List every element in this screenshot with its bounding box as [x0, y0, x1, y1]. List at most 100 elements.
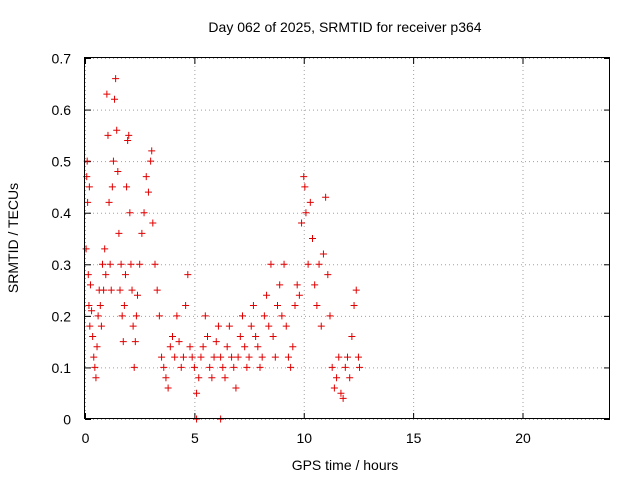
data-point [184, 271, 192, 279]
data-point [291, 302, 299, 310]
data-point [284, 353, 292, 361]
data-point [267, 260, 275, 268]
x-tick-label: 20 [515, 430, 531, 446]
data-point [274, 302, 281, 310]
data-point [94, 312, 102, 320]
data-point [263, 291, 271, 299]
data-point [214, 322, 222, 330]
data-point [295, 291, 303, 299]
plot-frame [84, 57, 610, 419]
data-point [232, 384, 240, 392]
data-point [88, 307, 96, 315]
data-point [258, 353, 266, 361]
data-point [301, 183, 309, 191]
data-point [162, 374, 170, 382]
data-point [197, 353, 205, 361]
data-point [82, 245, 90, 253]
data-point [210, 353, 218, 361]
data-point [223, 343, 231, 351]
data-point [142, 173, 150, 181]
data-point [125, 131, 133, 139]
data-point [339, 394, 347, 402]
data-point [177, 363, 185, 371]
data-point [89, 332, 97, 340]
data-point [260, 312, 268, 320]
y-tick-label: 0.3 [52, 257, 72, 273]
data-point [341, 363, 349, 371]
data-point [219, 363, 227, 371]
y-tick-label: 0.6 [52, 102, 72, 118]
data-point [134, 291, 141, 299]
data-point [317, 322, 325, 330]
data-point [324, 271, 332, 279]
data-point [148, 147, 156, 155]
data-point [256, 363, 264, 371]
data-point [241, 343, 249, 351]
data-point [120, 302, 128, 310]
data-point [164, 384, 172, 392]
data-point [228, 353, 236, 361]
data-point [239, 312, 246, 320]
y-axis-label: SRMTID / TECUs [5, 183, 21, 293]
data-point [326, 312, 334, 320]
data-point [249, 302, 257, 310]
data-point [84, 271, 92, 279]
data-point [356, 363, 364, 371]
data-point [119, 338, 127, 346]
data-point [113, 126, 121, 134]
data-point [129, 322, 137, 330]
grid [85, 58, 610, 420]
data-point [234, 353, 242, 361]
data-point [132, 312, 140, 320]
data-point [96, 302, 104, 310]
data-point [278, 312, 286, 320]
data-point [169, 332, 176, 340]
data-point [243, 363, 251, 371]
data-point [86, 281, 94, 289]
data-point [182, 302, 190, 310]
data-point [206, 363, 214, 371]
data-point [333, 374, 341, 382]
data-point [144, 188, 152, 196]
x-tick-label: 10 [296, 430, 312, 446]
data-point [195, 374, 203, 382]
data-point [124, 137, 132, 145]
data-point [352, 286, 360, 294]
data-point [304, 260, 312, 268]
data-point [199, 343, 207, 351]
data-point [160, 363, 168, 371]
data-point [245, 353, 253, 361]
data-point [293, 281, 301, 289]
data-point [171, 353, 179, 361]
data-point [282, 322, 290, 330]
data-point [335, 353, 343, 361]
tick-labels: 0 5 10 15 20 0 0.1 0.2 0.3 0.4 0.5 0.6 0.7 [52, 51, 531, 447]
data-point [166, 343, 174, 351]
data-point [136, 260, 144, 268]
y-tick-label: 0.2 [52, 308, 72, 324]
data-point [271, 353, 279, 361]
data-point [173, 312, 181, 320]
x-tick-label: 5 [191, 430, 199, 446]
data-point [306, 198, 314, 206]
data-point [322, 193, 330, 201]
data-point [111, 95, 119, 103]
data-point [276, 281, 284, 289]
y-tick-label: 0.7 [52, 51, 72, 67]
data-point [319, 250, 327, 258]
data-point [204, 332, 211, 340]
y-tick-label: 0.4 [52, 205, 72, 221]
data-point [155, 312, 163, 320]
y-tick-label: 0.1 [52, 360, 72, 376]
data-point [247, 322, 255, 330]
data-point [313, 302, 321, 310]
data-point [84, 198, 92, 206]
data-point [212, 338, 220, 346]
data-point [153, 286, 161, 294]
data-point [221, 374, 229, 382]
data-point [140, 209, 148, 217]
data-point [354, 353, 362, 361]
data-point [102, 271, 110, 279]
data-point [254, 343, 262, 351]
